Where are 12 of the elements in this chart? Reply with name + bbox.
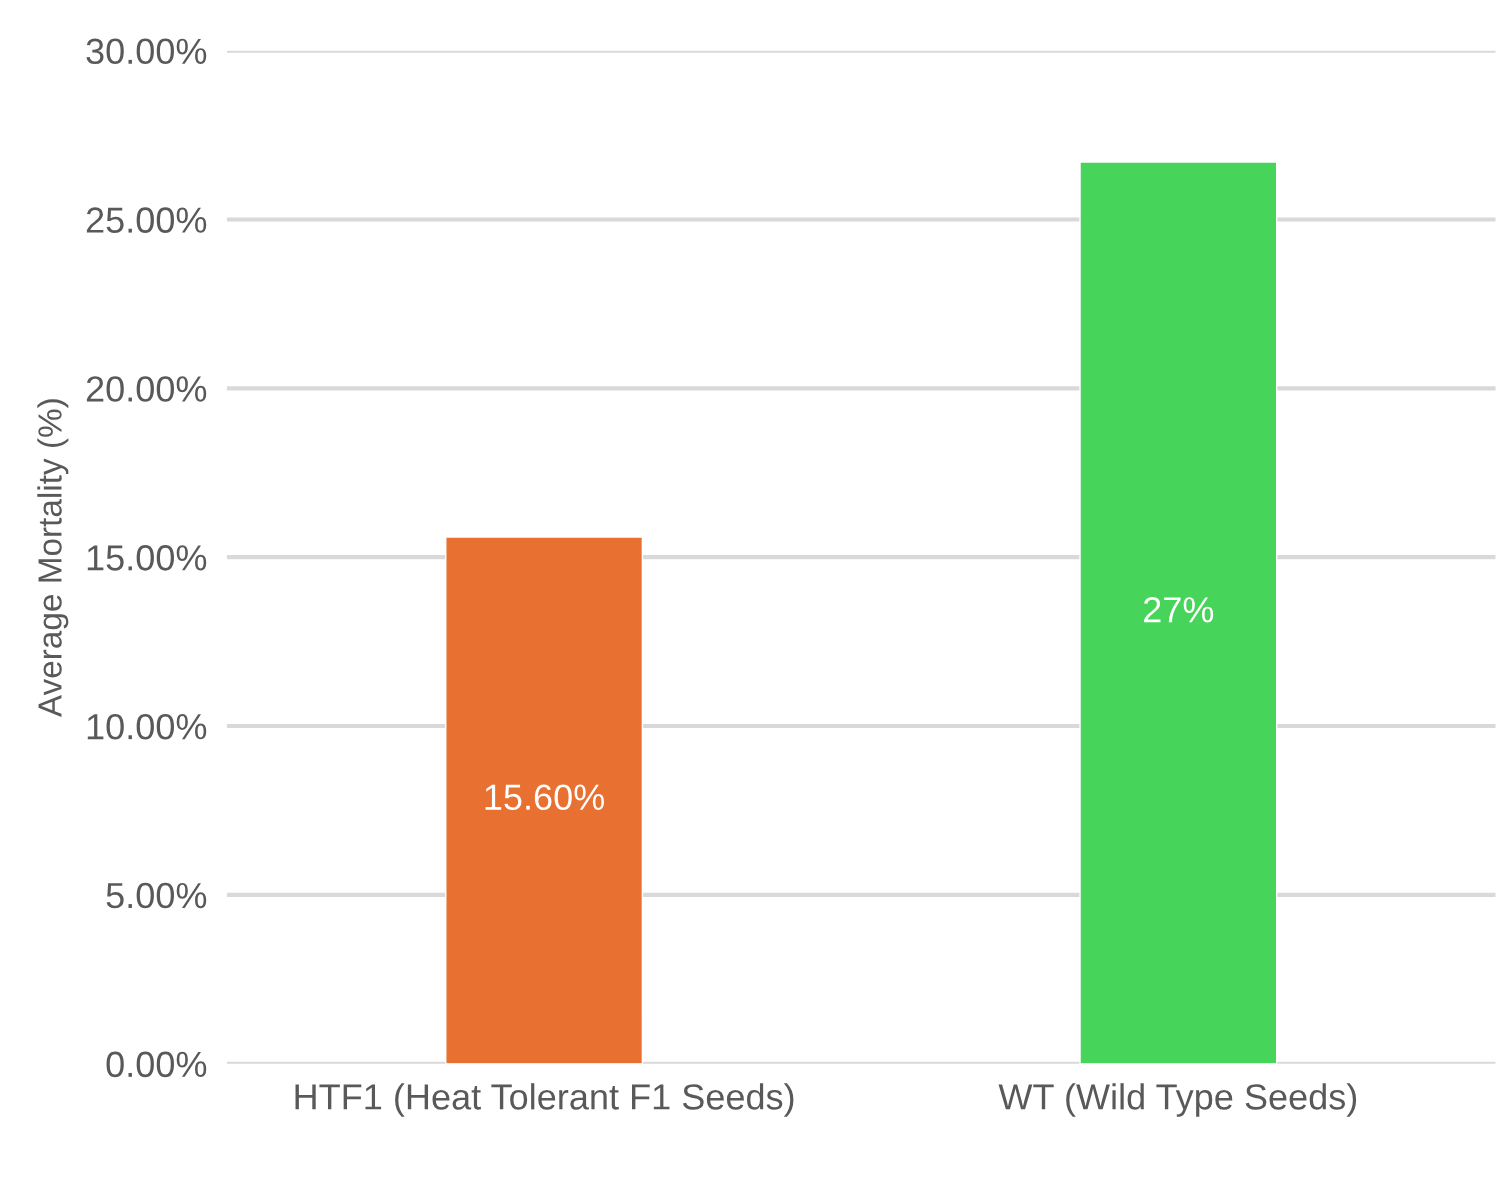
x-tick-label: HTF1 (Heat Tolerant F1 Seeds): [295, 1083, 794, 1117]
y-axis-title: Average Mortality (%): [37, 399, 69, 718]
y-tick-label: 20.00%: [86, 376, 207, 402]
y-tick-label: 15.00%: [87, 545, 207, 571]
y-tick-label: 30.00%: [86, 38, 207, 65]
y-tick-label: 5.00%: [106, 882, 207, 909]
data-label: 15.60%: [485, 784, 605, 811]
y-tick-label: 10.00%: [87, 713, 207, 740]
data-label: 27%: [1144, 597, 1214, 623]
y-tick-label: 25.00%: [86, 207, 207, 233]
x-tick-label: WT (Wild Type Seeds): [998, 1083, 1357, 1117]
y-tick-label: 0.00%: [106, 1051, 207, 1078]
